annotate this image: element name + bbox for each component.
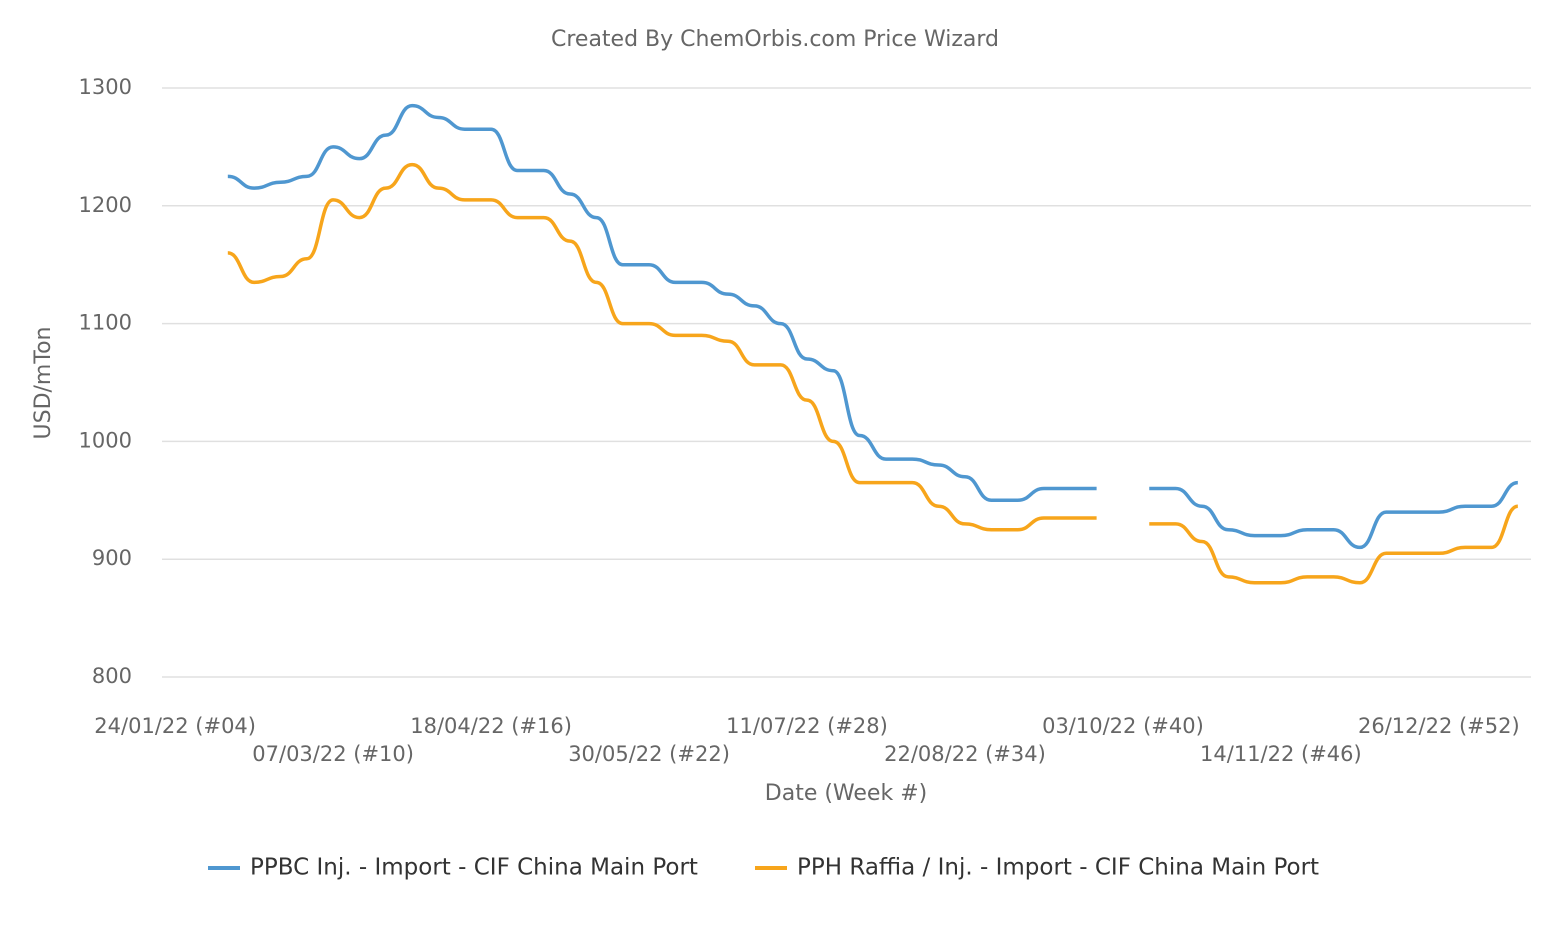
legend-label: PPBC Inj. - Import - CIF China Main Port xyxy=(250,855,698,881)
legend-label: PPH Raffia / Inj. - Import - CIF China M… xyxy=(797,855,1319,881)
x-tick-label: 30/05/22 (#22) xyxy=(568,742,730,766)
x-tick-label: 22/08/22 (#34) xyxy=(884,742,1046,766)
series-line xyxy=(227,103,1519,550)
x-tick-label: 14/11/22 (#46) xyxy=(1200,742,1362,766)
y-axis-label: USD/mTon xyxy=(31,327,56,440)
x-tick-label: 07/03/22 (#10) xyxy=(252,742,414,766)
x-tick-label: 03/10/22 (#40) xyxy=(1042,714,1204,738)
x-tick-label: 18/04/22 (#16) xyxy=(410,714,572,738)
y-tick-label: 1200 xyxy=(79,193,132,217)
y-tick-label: 900 xyxy=(92,546,132,570)
y-tick-label: 1300 xyxy=(79,75,132,99)
chart-title: Created By ChemOrbis.com Price Wizard xyxy=(551,27,999,52)
y-tick-label: 800 xyxy=(92,664,132,688)
y-tick-label: 1100 xyxy=(79,311,132,335)
x-tick-label: 11/07/22 (#28) xyxy=(726,714,888,738)
series-line xyxy=(227,162,1519,585)
x-axis-label: Date (Week #) xyxy=(765,781,927,806)
y-tick-label: 1000 xyxy=(79,428,132,452)
x-tick-label: 24/01/22 (#04) xyxy=(94,714,256,738)
x-tick-label: 26/12/22 (#52) xyxy=(1358,714,1520,738)
